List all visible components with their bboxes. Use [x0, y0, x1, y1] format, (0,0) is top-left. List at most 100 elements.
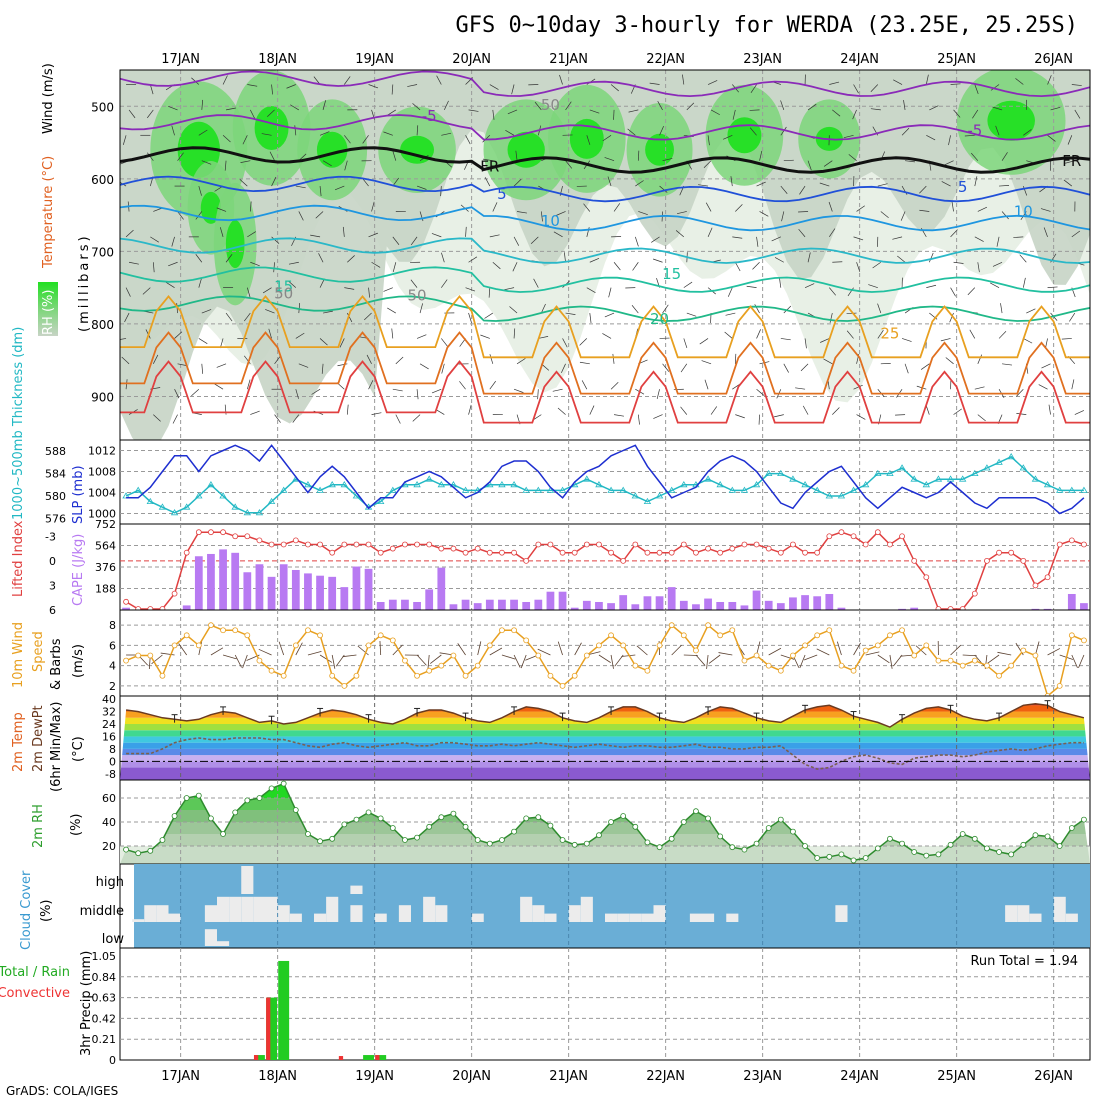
- contour-label: 20: [650, 310, 669, 328]
- rh2m-point: [609, 820, 614, 825]
- thickness-axis-label: 1000~500mb Thickness (dm): [11, 327, 26, 520]
- cape-bar: [644, 596, 652, 610]
- cloud-cell-middle: [314, 914, 326, 922]
- wind-speed-point: [184, 633, 189, 638]
- cloud-cell-middle: [581, 897, 593, 922]
- rh2m-point: [402, 838, 407, 843]
- cloud-cell-middle: [205, 905, 217, 922]
- wind-speed-point: [1057, 683, 1062, 688]
- cape-bar: [486, 600, 494, 610]
- cloud-cell-middle: [217, 897, 229, 922]
- wind-speed-point: [233, 628, 238, 633]
- wind-speed-point: [524, 638, 529, 643]
- precip-total-bar: [278, 961, 289, 1060]
- precip-convective-bar: [375, 1055, 379, 1060]
- rh2m-axis-label: 2m RH: [31, 804, 46, 848]
- wind-speed-point: [815, 633, 820, 638]
- cape-bar: [534, 600, 542, 610]
- contour-label: 50: [274, 285, 293, 303]
- wind-speed-point: [657, 643, 662, 648]
- lifted-index-point: [354, 542, 359, 547]
- wind-speed-point: [972, 658, 977, 663]
- cape-bar: [219, 549, 227, 610]
- precip-tick-label: 0.63: [92, 992, 117, 1005]
- lifted-index-point: [402, 542, 407, 547]
- cloud-cell-middle: [629, 914, 641, 922]
- rh2m-point: [1021, 842, 1026, 847]
- lifted-index-point: [754, 542, 759, 547]
- cape-bar: [789, 597, 797, 610]
- rh2m-point: [572, 842, 577, 847]
- rh2m-point: [439, 815, 444, 820]
- wind-speed-point: [790, 653, 795, 658]
- wind-speed-point: [1081, 638, 1086, 643]
- cape-tick-label: 564: [95, 540, 116, 553]
- cape-bar: [280, 564, 288, 610]
- lifted-index-point: [633, 542, 638, 547]
- rh2m-point: [548, 823, 553, 828]
- precip-convective-label: Convective: [0, 986, 70, 1001]
- wind-tick-label: 2: [109, 680, 116, 693]
- lifted-index-point: [863, 542, 868, 547]
- cloud-unit-label: (%): [39, 900, 54, 923]
- wind-speed-point: [124, 658, 129, 663]
- wind-speed-point: [415, 673, 420, 678]
- lifted-index-point: [305, 542, 310, 547]
- cloud-cell-low: [205, 929, 217, 946]
- wind-speed-point: [208, 623, 213, 628]
- cape-bar: [716, 602, 724, 610]
- lifted-index-point: [815, 550, 820, 555]
- wind-speed-point: [305, 628, 310, 633]
- cloud-level-label: high: [96, 875, 124, 890]
- lifted-index-point: [997, 550, 1002, 555]
- cape-bar: [231, 553, 239, 610]
- cape-tick-label: 752: [95, 518, 116, 531]
- rh2m-point: [1069, 826, 1074, 831]
- cloud-cell-middle: [835, 905, 847, 922]
- wind-speed-point: [621, 643, 626, 648]
- wind-speed-point: [475, 663, 480, 668]
- wind-speed-point: [281, 673, 286, 678]
- rh2m-point: [451, 811, 456, 816]
- cape-bar: [801, 595, 809, 610]
- lifted-index-point: [512, 550, 517, 555]
- temp-tick-label: 24: [102, 718, 116, 731]
- precip-tick-label: 0.42: [92, 1012, 117, 1025]
- rh2m-point: [512, 829, 517, 834]
- wind-speed-point: [645, 668, 650, 673]
- cape-tick-label: 376: [95, 561, 116, 574]
- wind-speed-point: [718, 633, 723, 638]
- rh2m-point: [245, 798, 250, 803]
- chart-title: GFS 0~10day 3-hourly for WERDA (23.25E, …: [455, 13, 1078, 38]
- cloud-cell-middle: [399, 905, 411, 922]
- cape-bar: [474, 603, 482, 610]
- rh2m-point: [330, 836, 335, 841]
- lifted-index-point: [669, 550, 674, 555]
- cape-bar: [1080, 603, 1088, 610]
- cloud-cell-high: [241, 866, 253, 894]
- wind-speed-point: [900, 628, 905, 633]
- cloud-cell-middle: [241, 897, 253, 922]
- lifted-index-point: [803, 550, 808, 555]
- cape-bar: [559, 592, 567, 610]
- wind-speed-point: [366, 643, 371, 648]
- cape-bar: [377, 602, 385, 610]
- wind-speed-point: [451, 653, 456, 658]
- cape-bar: [825, 594, 833, 610]
- precip-convective-bar: [266, 998, 270, 1060]
- run-total-label: Run Total = 1.94: [970, 954, 1078, 969]
- slp-tick-label: 1004: [88, 487, 116, 500]
- wind-speed-point: [560, 683, 565, 688]
- wind-speed-point: [596, 643, 601, 648]
- rh2m-point: [803, 844, 808, 849]
- rh2m-point: [293, 808, 298, 813]
- credit-label: GrADS: COLA/IGES: [6, 1084, 118, 1098]
- cape-bar: [765, 601, 773, 610]
- lifted-index-point: [184, 550, 189, 555]
- wind-tick-label: 8: [109, 619, 116, 632]
- cloud-cell-middle: [253, 897, 265, 922]
- cloud-cell-middle: [690, 914, 702, 922]
- lifted-index-point: [912, 558, 917, 563]
